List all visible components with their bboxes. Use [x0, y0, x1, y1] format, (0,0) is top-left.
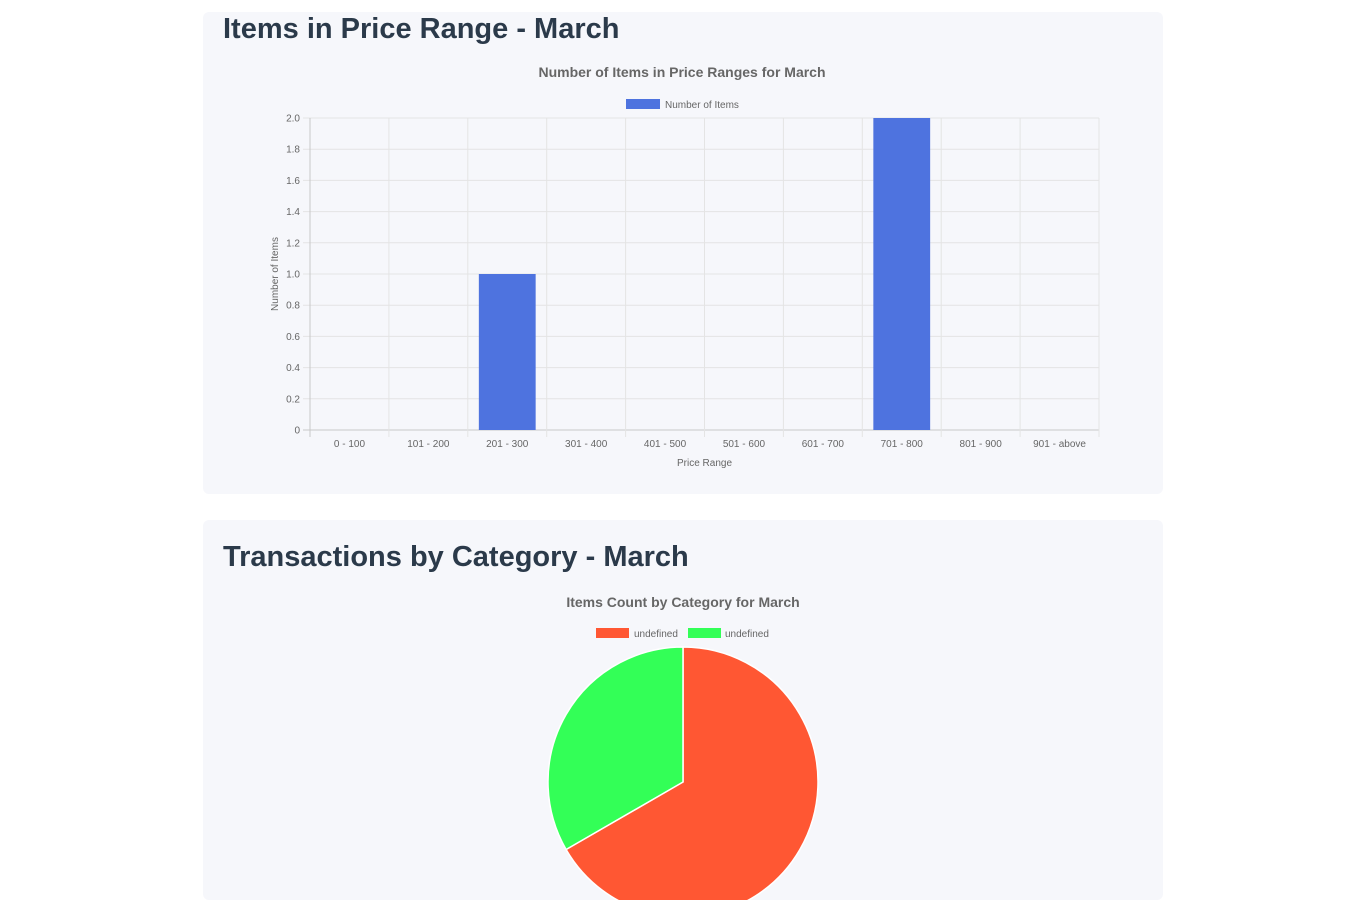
price-range-bar-chart: Number of Items in Price Ranges for Marc… — [270, 64, 1100, 469]
category-card: Transactions by Category - March Items C… — [203, 520, 1163, 900]
x-tick-label: 301 - 400 — [565, 439, 608, 450]
y-tick-label: 0.6 — [286, 332, 300, 343]
y-axis-title: Number of Items — [270, 237, 281, 311]
legend-label: undefined — [634, 629, 678, 640]
pie-slice — [547, 646, 684, 851]
pie-chart-title: Items Count by Category for March — [566, 594, 799, 610]
y-tick-label: 2.0 — [286, 114, 300, 125]
price-range-card: Items in Price Range - March Number of I… — [203, 12, 1163, 494]
x-tick-label: 601 - 700 — [802, 439, 845, 450]
x-tick-label: 0 - 100 — [334, 439, 366, 450]
y-tick-label: 0 — [294, 426, 300, 437]
category-heading: Transactions by Category - March — [223, 541, 689, 573]
x-tick-label: 501 - 600 — [723, 439, 766, 450]
y-tick-label: 1.6 — [286, 176, 300, 187]
x-axis-title: Price Range — [677, 458, 732, 469]
x-tick-label: 201 - 300 — [486, 439, 529, 450]
bar — [478, 274, 536, 430]
x-tick-label: 401 - 500 — [644, 439, 687, 450]
x-tick-label: 801 - 900 — [960, 439, 1003, 450]
legend-swatch — [596, 628, 629, 638]
bar-chart-title: Number of Items in Price Ranges for Marc… — [538, 64, 825, 80]
x-tick-label: 901 - above — [1033, 439, 1086, 450]
y-tick-label: 0.8 — [286, 301, 300, 312]
y-tick-label: 1.8 — [286, 145, 300, 156]
legend-label: undefined — [725, 629, 769, 640]
y-tick-label: 0.4 — [286, 363, 300, 374]
y-tick-label: 1.4 — [286, 207, 300, 218]
x-tick-label: 701 - 800 — [881, 439, 924, 450]
x-tick-label: 101 - 200 — [407, 439, 450, 450]
y-tick-label: 1.2 — [286, 238, 300, 249]
pie-slice — [565, 646, 819, 900]
category-pie-chart: Items Count by Category for March undefin… — [547, 594, 819, 900]
legend-label: Number of Items — [665, 100, 739, 111]
price-range-heading: Items in Price Range - March — [223, 13, 620, 45]
legend-swatch — [626, 99, 660, 109]
bar — [873, 118, 931, 430]
y-tick-label: 1.0 — [286, 270, 300, 281]
legend-swatch — [688, 628, 721, 638]
y-tick-label: 0.2 — [286, 394, 300, 405]
